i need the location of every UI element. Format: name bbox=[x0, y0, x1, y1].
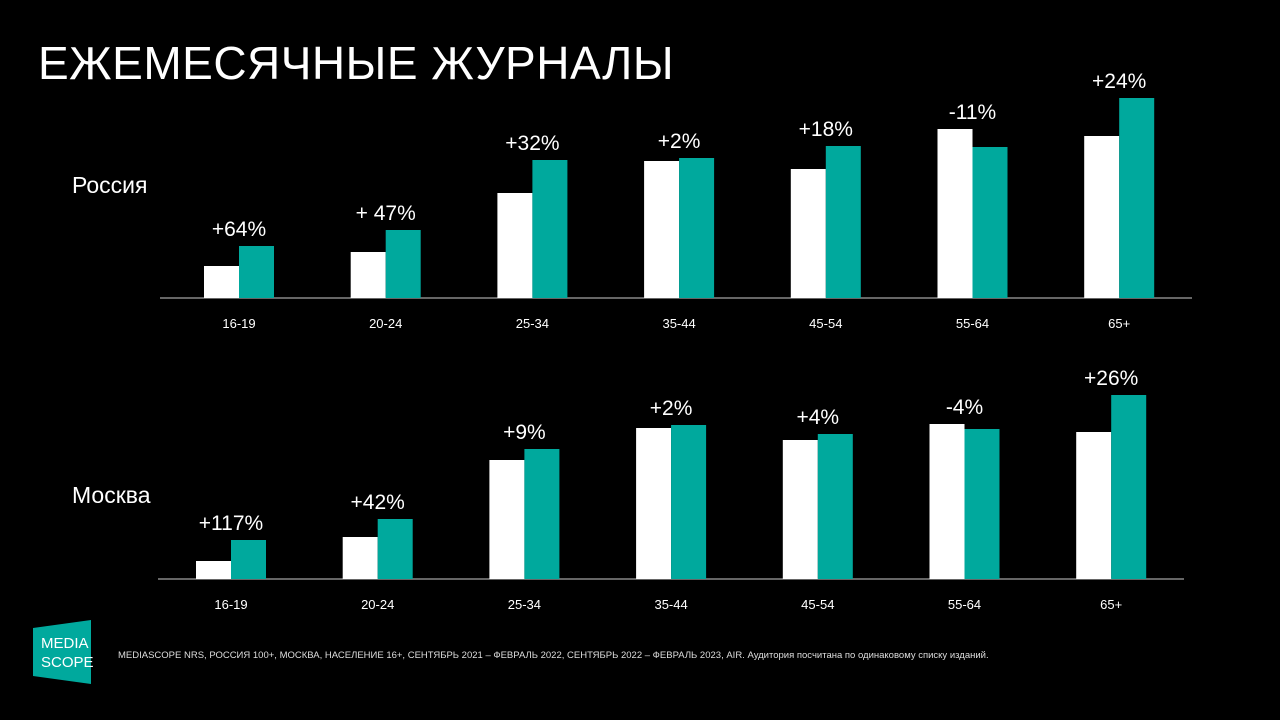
source-footnote: MEDIASCOPE NRS, РОССИЯ 100+, МОСКВА, НАС… bbox=[118, 650, 989, 661]
bar-prev-45-54 bbox=[790, 169, 826, 298]
change-data-label: +2% bbox=[650, 397, 693, 420]
bar-curr-16-19 bbox=[239, 246, 274, 298]
x-tick-label: 65+ bbox=[1108, 316, 1130, 331]
change-data-label: +117% bbox=[199, 512, 263, 535]
svg-text:MEDIA: MEDIA bbox=[41, 635, 89, 652]
x-tick-label: 55-64 bbox=[948, 597, 981, 612]
bar-curr-35-44 bbox=[679, 158, 715, 298]
bar-prev-35-44 bbox=[644, 161, 680, 298]
change-data-label: +18% bbox=[799, 118, 853, 141]
bar-prev-20-24 bbox=[350, 252, 386, 298]
change-data-label: + 47% bbox=[356, 202, 416, 225]
mediascope-logo: MEDIA SCOPE bbox=[33, 620, 94, 689]
change-data-label: +26% bbox=[1084, 367, 1138, 390]
change-data-label: +2% bbox=[658, 130, 701, 153]
change-data-label: +42% bbox=[351, 491, 405, 514]
bar-prev-25-34 bbox=[497, 193, 533, 298]
bar-prev-35-44 bbox=[636, 428, 672, 579]
bar-prev-55-64 bbox=[929, 424, 965, 579]
bar-curr-16-19 bbox=[231, 540, 266, 579]
change-data-label: +24% bbox=[1092, 70, 1146, 93]
change-data-label: -4% bbox=[946, 396, 983, 419]
change-data-label: +4% bbox=[796, 406, 839, 429]
x-tick-label: 55-64 bbox=[956, 316, 989, 331]
bar-prev-65+ bbox=[1076, 432, 1112, 579]
x-tick-label: 65+ bbox=[1100, 597, 1122, 612]
bar-prev-45-54 bbox=[782, 440, 818, 579]
bar-curr-65+ bbox=[1119, 98, 1155, 298]
bar-curr-25-34 bbox=[532, 160, 568, 298]
bar-prev-20-24 bbox=[342, 537, 378, 579]
change-data-label: -11% bbox=[949, 101, 996, 124]
bar-prev-55-64 bbox=[937, 129, 973, 298]
bar-curr-45-54 bbox=[825, 146, 861, 298]
x-tick-label: 20-24 bbox=[369, 316, 402, 331]
bar-prev-25-34 bbox=[489, 460, 525, 579]
region-label-moscow: Москва bbox=[72, 482, 151, 508]
x-tick-label: 35-44 bbox=[654, 597, 687, 612]
bar-curr-25-34 bbox=[524, 449, 560, 579]
bar-curr-20-24 bbox=[385, 230, 421, 298]
x-tick-label: 16-19 bbox=[214, 597, 247, 612]
bar-curr-65+ bbox=[1111, 395, 1147, 579]
bar-curr-45-54 bbox=[817, 434, 853, 579]
change-data-label: +32% bbox=[505, 132, 559, 155]
x-tick-label: 45-54 bbox=[801, 597, 834, 612]
x-tick-label: 25-34 bbox=[508, 597, 541, 612]
bar-curr-55-64 bbox=[972, 147, 1008, 298]
page-title: ЕЖЕМЕСЯЧНЫЕ ЖУРНАЛЫ bbox=[38, 37, 675, 89]
x-tick-label: 35-44 bbox=[662, 316, 695, 331]
change-data-label: +64% bbox=[212, 218, 266, 241]
bar-prev-65+ bbox=[1084, 136, 1120, 298]
svg-text:SCOPE: SCOPE bbox=[41, 654, 93, 671]
x-tick-label: 16-19 bbox=[222, 316, 255, 331]
bar-curr-55-64 bbox=[964, 429, 1000, 579]
x-tick-label: 45-54 bbox=[809, 316, 842, 331]
bar-prev-16-19 bbox=[196, 561, 231, 579]
bar-curr-20-24 bbox=[377, 519, 413, 579]
x-tick-label: 25-34 bbox=[516, 316, 549, 331]
x-tick-label: 20-24 bbox=[361, 597, 394, 612]
change-data-label: +9% bbox=[503, 421, 546, 444]
bar-prev-16-19 bbox=[204, 266, 239, 298]
bar-curr-35-44 bbox=[671, 425, 707, 579]
region-label-russia: Россия bbox=[72, 172, 148, 198]
